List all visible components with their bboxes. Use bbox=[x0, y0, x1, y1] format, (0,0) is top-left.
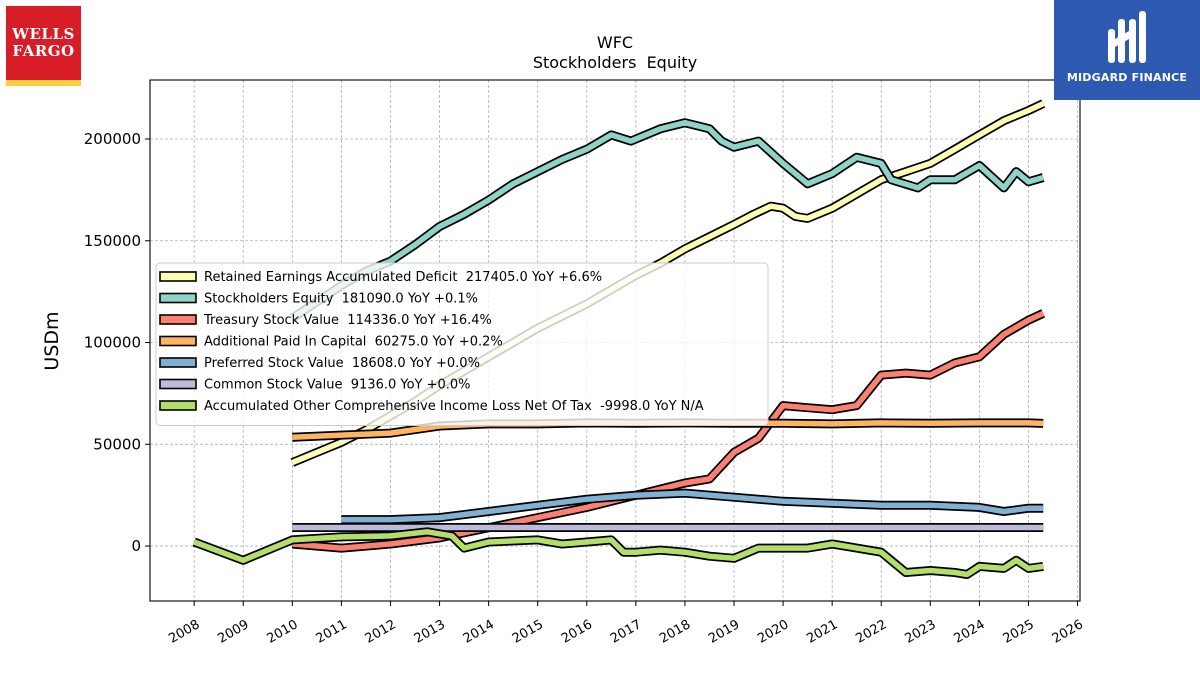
legend-swatch bbox=[159, 292, 197, 304]
y-tick-label: 0 bbox=[131, 537, 141, 555]
chart-subtitle: Stockholders Equity bbox=[533, 53, 697, 72]
legend-swatch bbox=[159, 335, 197, 347]
legend-swatch bbox=[159, 357, 197, 368]
series-line bbox=[290, 119, 1044, 321]
plot-frame bbox=[149, 79, 1081, 602]
x-tick-label: 2026 bbox=[1050, 617, 1086, 647]
legend-swatch bbox=[159, 314, 197, 325]
x-tick-label: 2019 bbox=[706, 617, 742, 647]
series-1 bbox=[289, 118, 1045, 322]
x-tick-label: 2013 bbox=[412, 617, 448, 647]
x-tick-label: 2009 bbox=[215, 617, 251, 647]
y-tick-label: 200000 bbox=[84, 130, 141, 148]
x-tick-label: 2025 bbox=[1001, 617, 1037, 647]
series-layer bbox=[192, 99, 1046, 579]
x-tick-label: 2023 bbox=[902, 617, 938, 647]
midgard-mark-icon bbox=[1108, 11, 1146, 63]
x-tick-label: 2010 bbox=[264, 617, 300, 647]
x-tick-label: 2017 bbox=[608, 617, 644, 647]
series-4 bbox=[341, 488, 1044, 525]
legend-label: Preferred Stock Value 18608.0 YoY +0.0% bbox=[204, 356, 480, 371]
legend-swatch bbox=[159, 271, 197, 282]
wells-fargo-logo-text-1: WELLS bbox=[12, 25, 75, 43]
legend-swatch bbox=[159, 400, 197, 411]
x-tick-label: 2012 bbox=[363, 617, 399, 647]
x-tick-label: 2020 bbox=[755, 617, 791, 647]
x-tick-label: 2016 bbox=[559, 617, 595, 647]
midgard-finance-logo: MIDGARD FINANCE bbox=[1054, 0, 1200, 100]
legend-label: Treasury Stock Value 114336.0 YoY +16.4% bbox=[203, 313, 492, 328]
legend-label: Common Stock Value 9136.0 YoY +0.0% bbox=[204, 378, 471, 393]
legend-label: Stockholders Equity 181090.0 YoY +0.1% bbox=[204, 292, 478, 307]
x-tick-label: 2015 bbox=[510, 617, 546, 647]
y-tick-label: 100000 bbox=[84, 334, 141, 352]
chart-title: WFC bbox=[597, 33, 633, 52]
series-line bbox=[341, 490, 1044, 523]
x-tick-label: 2022 bbox=[853, 617, 889, 647]
series-line bbox=[193, 529, 1044, 578]
y-tick-label: 150000 bbox=[84, 232, 141, 250]
x-tick-label: 2024 bbox=[952, 617, 988, 647]
y-axis-label: USDm bbox=[41, 311, 63, 370]
legend-label: Additional Paid In Capital 60275.0 YoY +… bbox=[204, 335, 503, 350]
legend: Retained Earnings Accumulated Deficit 21… bbox=[155, 262, 769, 426]
x-tick-label: 2008 bbox=[166, 617, 202, 647]
series-6 bbox=[192, 527, 1044, 579]
legend-label: Retained Earnings Accumulated Deficit 21… bbox=[204, 270, 602, 285]
x-tick-label: 2021 bbox=[804, 617, 840, 647]
x-tick-label: 2011 bbox=[314, 617, 350, 647]
x-tick-label: 2018 bbox=[657, 617, 693, 647]
wells-fargo-logo: WELLS FARGO bbox=[6, 6, 81, 86]
x-tick-label: 2014 bbox=[461, 617, 497, 647]
wells-fargo-logo-text-2: FARGO bbox=[12, 42, 75, 60]
y-tick-label: 50000 bbox=[93, 435, 141, 453]
legend-label: Accumulated Other Comprehensive Income L… bbox=[204, 399, 704, 414]
legend-swatch bbox=[159, 378, 197, 390]
legend-box bbox=[155, 262, 769, 426]
midgard-finance-wordmark: MIDGARD FINANCE bbox=[1066, 71, 1188, 84]
